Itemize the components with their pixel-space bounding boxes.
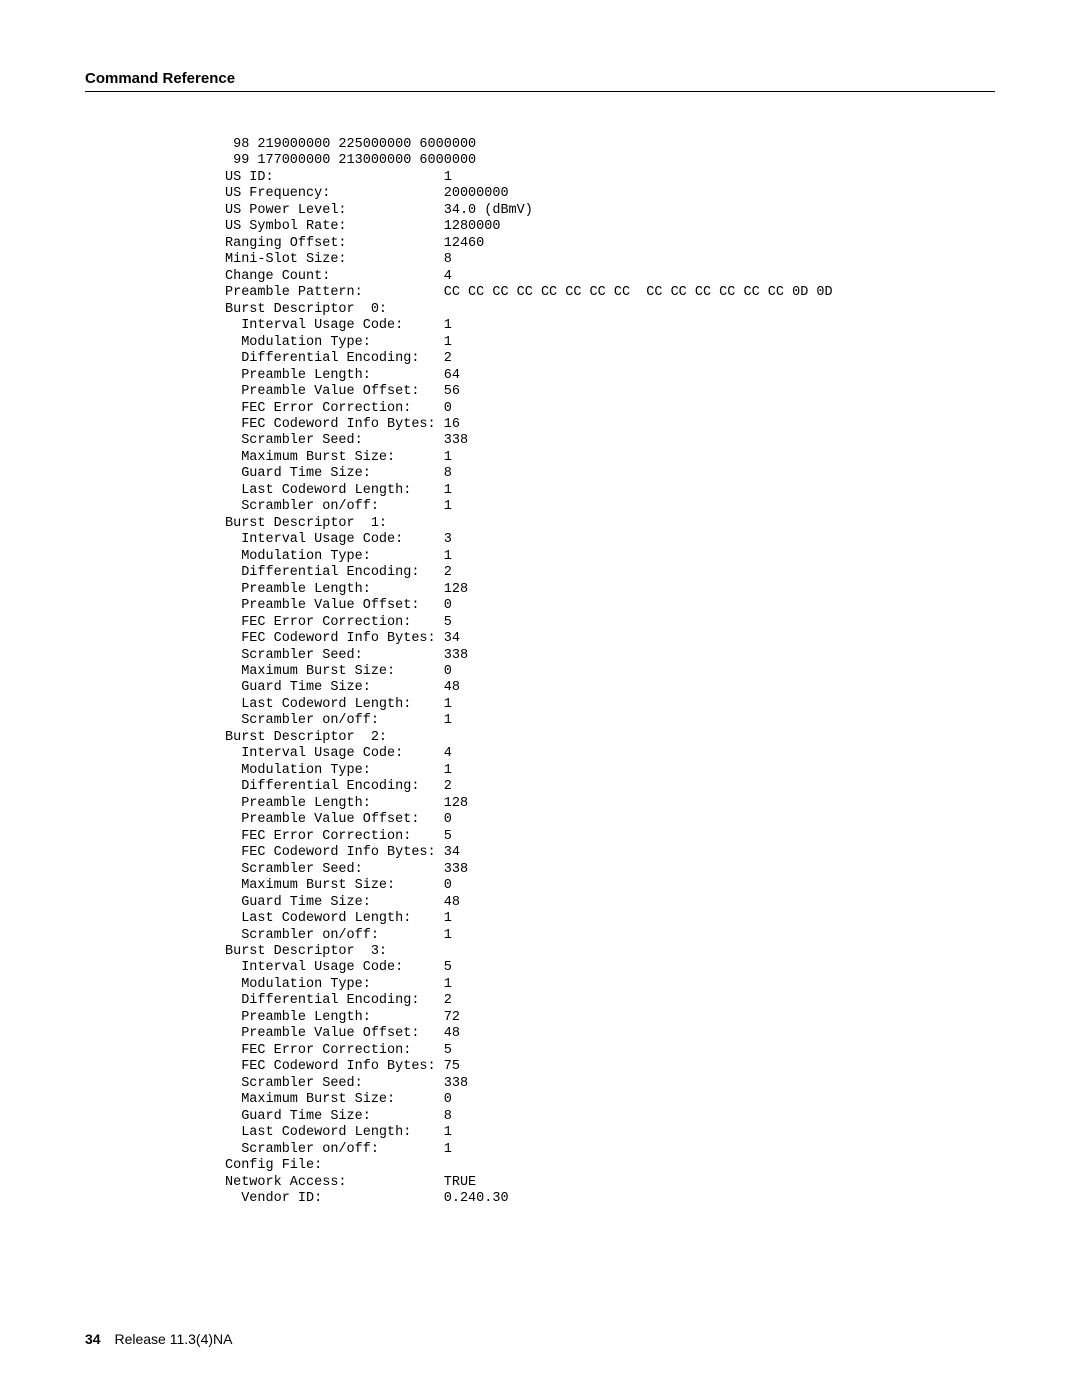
header-title: Command Reference [85, 70, 995, 87]
page-footer: 34 Release 11.3(4)NA [85, 1331, 233, 1347]
page-number: 34 [85, 1331, 101, 1347]
page-header: Command Reference [85, 70, 995, 92]
release-text: Release 11.3(4)NA [114, 1331, 232, 1347]
terminal-output: 98 219000000 225000000 6000000 99 177000… [225, 137, 995, 1207]
